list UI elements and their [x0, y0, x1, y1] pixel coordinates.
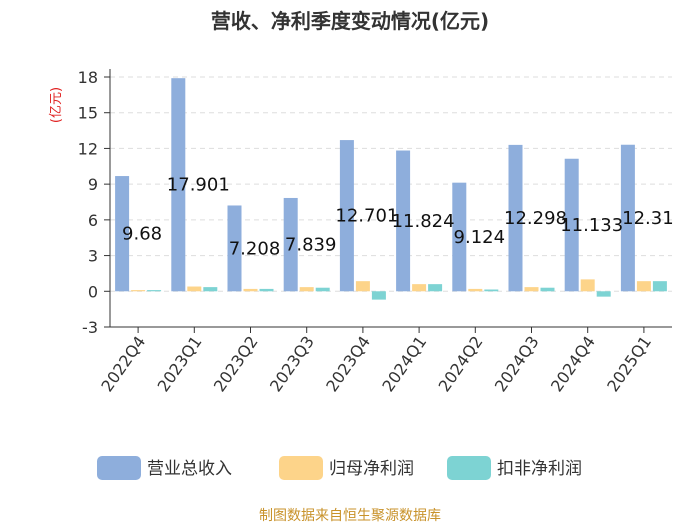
bar-deducted-profit [484, 289, 499, 292]
legend-swatch [447, 456, 491, 480]
x-tick-label: 2023Q4 [322, 332, 374, 395]
legend-label: 归母净利润 [329, 459, 414, 479]
bar-net-profit [131, 290, 146, 292]
legend-swatch [279, 456, 323, 480]
bars [115, 78, 667, 300]
data-label: 9.124 [454, 227, 506, 248]
bar-net-profit [299, 287, 314, 292]
x-tick-label: 2023Q3 [266, 332, 318, 395]
x-tick-label: 2023Q1 [154, 332, 206, 395]
x-tick-label: 2024Q3 [491, 332, 543, 395]
y-tick-label: 3 [88, 247, 98, 266]
bar-revenue [564, 158, 579, 292]
y-tick-label: 0 [88, 282, 98, 301]
data-label: 11.824 [392, 211, 455, 232]
bar-revenue [396, 150, 411, 292]
bar-net-profit [243, 288, 258, 292]
legend: 营业总收入 归母净利润 扣非净利润 [97, 456, 582, 480]
bar-deducted-profit [540, 287, 555, 292]
data-label: 12.298 [504, 208, 567, 229]
bar-deducted-profit [147, 290, 162, 292]
x-tick-label: 2025Q1 [603, 332, 655, 395]
data-label: 7.208 [229, 238, 281, 259]
bar-deducted-profit [203, 287, 218, 292]
source-footer: 制图数据来自恒生聚源数据库 [259, 508, 441, 524]
x-tick-label: 2024Q2 [435, 332, 487, 395]
bar-net-profit [468, 288, 483, 292]
y-tick-label: -3 [82, 318, 98, 337]
bar-net-profit [355, 281, 370, 292]
bar-revenue [283, 197, 298, 292]
x-tick-label: 2022Q4 [97, 332, 149, 395]
bar-net-profit [580, 279, 595, 292]
data-label: 7.839 [285, 235, 337, 256]
bar-deducted-profit [371, 291, 386, 300]
bar-net-profit [524, 287, 539, 292]
data-label: 11.133 [560, 215, 623, 236]
data-label: 12.31 [622, 208, 674, 229]
data-label: 9.68 [122, 224, 162, 245]
data-label: 17.901 [167, 175, 230, 196]
data-label: 12.701 [335, 206, 398, 227]
bar-revenue [452, 182, 467, 292]
y-tick-label: 15 [78, 104, 98, 123]
bar-deducted-profit [259, 288, 274, 292]
bar-revenue [171, 78, 186, 292]
bar-revenue [620, 144, 635, 292]
legend-label: 扣非净利润 [497, 459, 582, 479]
bar-deducted-profit [596, 291, 611, 297]
legend-swatch [97, 456, 141, 480]
bar-net-profit [187, 286, 202, 292]
bar-revenue [339, 140, 354, 292]
x-tick-label: 2024Q1 [378, 332, 430, 395]
legend-label: 营业总收入 [147, 459, 232, 479]
bar-deducted-profit [428, 284, 443, 292]
y-tick-label: 9 [88, 175, 98, 194]
x-tick-label: 2024Q4 [547, 332, 599, 395]
y-tick-label: 18 [78, 68, 98, 87]
x-axis: 2022Q4 2023Q1 2023Q2 2023Q3 2023Q4 2024Q1 2024… [97, 326, 672, 395]
x-tick-label: 2023Q2 [210, 332, 262, 395]
chart-title: 营收、净利季度变动情况(亿元) [211, 9, 489, 33]
bar-deducted-profit [315, 287, 330, 292]
y-tick-label: 6 [88, 211, 98, 230]
y-axis-label: (亿元) [49, 87, 64, 123]
bar-deducted-profit [652, 281, 667, 292]
bar-revenue [508, 144, 523, 292]
bar-net-profit [412, 284, 427, 292]
bar-net-profit [636, 281, 651, 292]
y-tick-label: 12 [78, 139, 98, 158]
bar-revenue [227, 205, 242, 292]
bar-revenue [115, 176, 130, 292]
y-axis-ticks: -3 0 3 6 9 12 15 18 [78, 68, 111, 337]
